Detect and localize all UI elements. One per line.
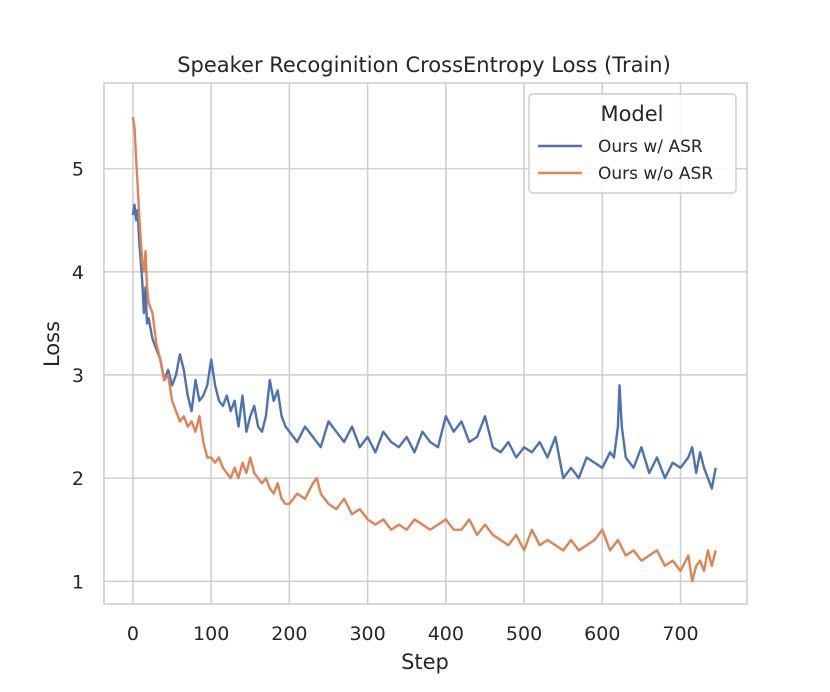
legend-label-ours-with-asr: Ours w/ ASR	[598, 137, 703, 157]
x-tick-label: 200	[271, 623, 307, 645]
legend-label-ours-without-asr: Ours w/o ASR	[598, 164, 713, 184]
plot-frame	[103, 82, 748, 605]
series-line-ours-without-asr	[131, 116, 717, 583]
series-layer	[131, 116, 717, 583]
x-tick-label: 500	[506, 623, 542, 645]
legend: Model Ours w/ ASR Ours w/o ASR	[528, 93, 737, 194]
legend-title: Model	[600, 102, 663, 126]
x-tick-label: 400	[428, 623, 464, 645]
y-tick-label: 5	[72, 159, 84, 181]
chart-title: Speaker Recoginition CrossEntropy Loss (…	[177, 53, 671, 77]
y-axis-label: Loss	[40, 321, 64, 367]
y-tick-label: 1	[72, 571, 84, 593]
x-tick-label: 600	[584, 623, 620, 645]
y-tick-label: 4	[72, 262, 84, 284]
series-line-ours-with-asr	[131, 203, 717, 490]
legend-box	[528, 93, 737, 194]
y-tick-label: 3	[72, 365, 84, 387]
tick-layer: 0 100 200 300 400 500 600 700 1 2 3 4 5	[72, 159, 699, 645]
x-tick-label: 700	[662, 623, 698, 645]
x-axis-label: Step	[401, 650, 449, 674]
x-tick-label: 0	[127, 623, 139, 645]
y-tick-label: 2	[72, 468, 84, 490]
x-tick-label: 300	[349, 623, 385, 645]
x-tick-label: 100	[193, 623, 229, 645]
